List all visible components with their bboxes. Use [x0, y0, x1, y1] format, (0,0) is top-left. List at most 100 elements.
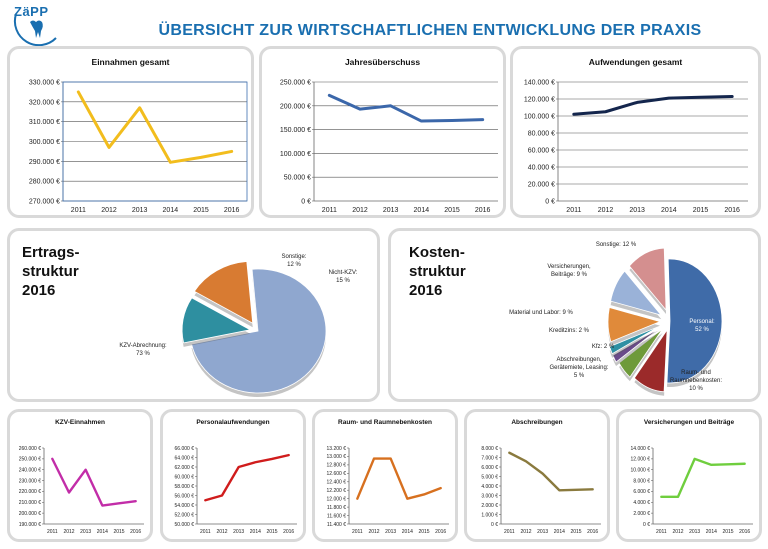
y-tick-label: 320.000 € — [29, 99, 60, 106]
y-tick-label: 11.800 € — [327, 505, 346, 511]
pie-slice — [191, 268, 327, 394]
x-tick-label: 2014 — [402, 529, 413, 535]
y-tick-label: 12.600 € — [327, 471, 347, 477]
y-tick-label: 8.000 € — [481, 446, 498, 452]
chart-einnahmen: 270.000 € 280.000 € 290.000 € 300.000 € 310.… — [29, 79, 248, 214]
panel-aufwendungen: Aufwendungen gesamt 0 € 20.000 € 40.000 € 6… — [510, 46, 761, 218]
y-tick-label: 8.000 € — [633, 478, 650, 484]
x-tick-label: 2012 — [368, 529, 379, 535]
y-tick-label: 2.000 € — [633, 511, 650, 517]
page-title: ÜBERSICHT ZUR WIRTSCHAFTLICHEN ENTWICKLU… — [158, 22, 702, 39]
y-tick-label: 220.000 € — [19, 489, 41, 495]
x-tick-label: 2014 — [250, 529, 261, 535]
pie-slice — [666, 258, 723, 384]
series-line — [356, 457, 442, 500]
x-tick-label: 2011 — [200, 529, 211, 535]
pie-label: Versicherungen, Beiträge: 9 % — [547, 264, 591, 278]
pie-label: Material und Labor: 9 % — [509, 310, 573, 316]
x-tick-label: 2011 — [504, 529, 515, 535]
y-tick-label: 12.000 € — [327, 496, 347, 502]
y-tick-label: 330.000 € — [29, 79, 60, 86]
chart-title-kzv: KZV-Einnahmen — [55, 419, 105, 426]
x-tick-label: 2013 — [689, 529, 700, 535]
y-tick-label: 4.000 € — [633, 500, 650, 506]
chart-title-aufwendungen: Aufwendungen gesamt — [588, 57, 683, 67]
chart-title-versicherungen: Versicherungen und Beiträge — [643, 419, 735, 426]
y-tick-label: 250.000 € — [19, 457, 41, 463]
y-tick-label: 66.000 € — [175, 446, 195, 452]
x-tick-label: 2011 — [322, 207, 337, 214]
x-tick-label: 2016 — [475, 207, 491, 214]
x-tick-label: 2015 — [193, 207, 209, 214]
panel-ertragsstruktur: Ertrags- struktur 2016 KZV-Abrechnung: 73… — [7, 228, 380, 402]
y-tick-label: 150.000 € — [280, 127, 311, 134]
pie-label: Sonstige: 12 % — [596, 242, 637, 248]
y-tick-label: 200.000 € — [19, 511, 41, 517]
pie-slice — [618, 328, 663, 378]
x-tick-label: 2014 — [163, 207, 179, 214]
plot-border — [62, 81, 248, 202]
x-tick-label: 2013 — [383, 207, 399, 214]
y-tick-label: 0 € — [301, 198, 311, 205]
x-tick-label: 2016 — [724, 207, 740, 214]
pie-slice — [633, 328, 668, 393]
x-tick-label: 2012 — [101, 207, 117, 214]
panel-ueberschuss: Jahresüberschuss 0 € 50.000 € 100.000 € 150… — [259, 46, 506, 218]
pie-label: Sonstige: 12 % — [281, 254, 306, 268]
x-tick-label: 2016 — [739, 529, 750, 535]
y-tick-label: 14.000 € — [631, 446, 651, 452]
y-tick-label: 56.000 € — [175, 493, 195, 499]
y-tick-label: 100.000 € — [524, 113, 555, 120]
y-tick-label: 11.400 € — [327, 522, 346, 528]
pie-slice — [181, 297, 252, 344]
series-line — [508, 451, 594, 492]
y-tick-label: 4.000 € — [481, 484, 498, 490]
y-tick-label: 290.000 € — [29, 159, 60, 166]
x-tick-label: 2013 — [629, 207, 645, 214]
y-tick-label: 12.000 € — [631, 457, 651, 463]
pie-label: KZV-Abrechnung: 73 % — [119, 343, 167, 357]
logo-emblem — [13, 13, 57, 46]
chart-aufwendungen: 0 € 20.000 € 40.000 € 60.000 € 80.000 € 100.0… — [524, 79, 748, 214]
y-tick-label: 250.000 € — [280, 79, 311, 86]
x-tick-label: 2012 — [216, 529, 227, 535]
y-tick-label: 270.000 € — [29, 198, 60, 205]
pie-slice-shadow — [609, 330, 659, 358]
logo-text: ZäPP — [14, 4, 49, 19]
pie-label: Raum- und Raumnebenkosten: 10 % — [670, 370, 722, 392]
pie-slice — [612, 327, 660, 363]
series-line — [660, 457, 746, 499]
y-tick-label: 40.000 € — [528, 164, 555, 171]
x-tick-label: 2015 — [418, 529, 429, 535]
y-tick-label: 120.000 € — [524, 96, 555, 103]
y-tick-label: 2.000 € — [481, 503, 498, 509]
kostenstruktur-title: Kosten- struktur 2016 — [409, 244, 466, 299]
x-tick-label: 2014 — [661, 207, 677, 214]
y-tick-label: 190.000 € — [19, 522, 41, 528]
pie-label: Kreditzins: 2 % — [549, 328, 590, 334]
y-tick-label: 210.000 € — [19, 500, 41, 506]
x-tick-label: 2015 — [722, 529, 733, 535]
y-tick-label: 7.000 € — [481, 455, 498, 461]
pie-label: Kfz: 2 % — [592, 344, 615, 350]
y-tick-label: 11.600 € — [327, 513, 346, 519]
chart-title-abschreibungen: Abschreibungen — [511, 419, 563, 426]
y-tick-label: 3.000 € — [481, 493, 498, 499]
chart-title-personal: Personalaufwendungen — [196, 419, 270, 426]
panel-personal: Personalaufwendungen 50.000 € 52.000 € 54.… — [160, 409, 306, 542]
x-tick-label: 2014 — [706, 529, 717, 535]
y-tick-label: 200.000 € — [280, 103, 311, 110]
y-tick-label: 300.000 € — [29, 139, 60, 146]
pie-slice — [193, 261, 254, 324]
y-tick-label: 230.000 € — [19, 478, 41, 484]
x-tick-label: 2016 — [130, 529, 141, 535]
x-tick-label: 2012 — [672, 529, 683, 535]
x-tick-label: 2014 — [554, 529, 565, 535]
pie-slice — [607, 306, 662, 343]
x-tick-label: 2011 — [71, 207, 86, 214]
x-tick-label: 2011 — [47, 529, 58, 535]
y-tick-label: 12.200 € — [327, 488, 347, 494]
panel-raum: Raum- und Raumnebenkosten 11.400 € 11.600… — [312, 409, 458, 542]
y-tick-label: 52.000 € — [175, 512, 195, 518]
panel-versicherungen: Versicherungen und Beiträge 0 € 2.000 € 4.… — [616, 409, 762, 542]
